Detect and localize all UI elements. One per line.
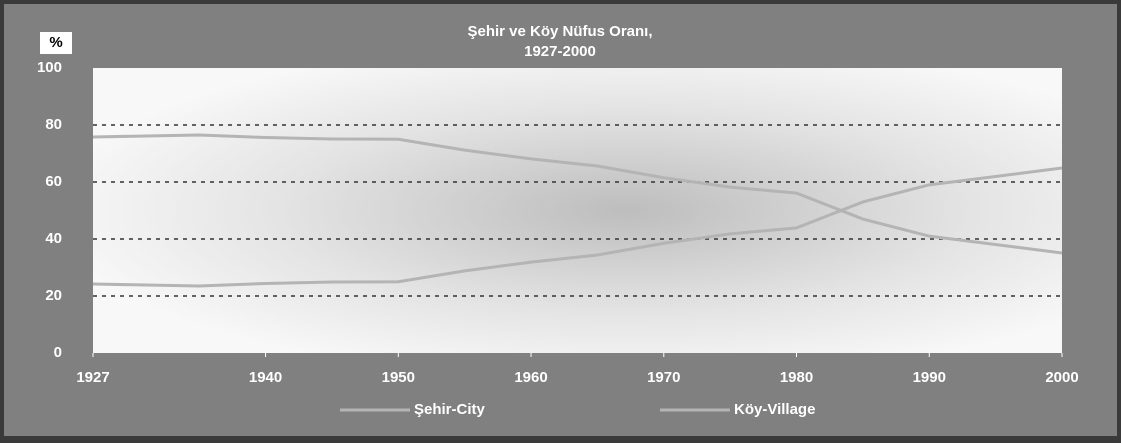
plot-area (93, 68, 1062, 353)
y-tick-label: 80 (45, 116, 62, 133)
x-tick-label: 1970 (647, 369, 680, 386)
chart-title: 1927-2000 (524, 43, 596, 60)
x-tick-label: 1927 (76, 369, 109, 386)
y-tick-label: 60 (45, 173, 62, 190)
y-tick-label: 0 (54, 344, 62, 361)
x-tick-label: 1990 (913, 369, 946, 386)
y-tick-label: 40 (45, 230, 62, 247)
x-tick-label: 1960 (514, 369, 547, 386)
line-series (92, 166, 1063, 288)
y-label-box (40, 32, 72, 54)
x-tick-label: 2000 (1045, 369, 1078, 386)
y-tick-label: 100 (37, 59, 62, 76)
legend-label: Şehir-City (414, 401, 486, 418)
x-tick-label: 1950 (382, 369, 415, 386)
chart-title: Şehir ve Köy Nüfus Oranı, (467, 23, 652, 40)
y-tick-label: 20 (45, 287, 62, 304)
line-series (92, 133, 1063, 255)
y-axis-label: % (49, 34, 62, 51)
x-tick-label: 1980 (780, 369, 813, 386)
legend-label: Köy-Village (734, 401, 815, 418)
x-tick-label: 1940 (249, 369, 282, 386)
